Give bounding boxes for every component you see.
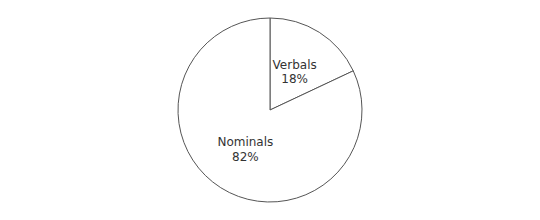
svg-text:Nominals82%: Nominals82% xyxy=(217,135,273,163)
svg-text:Verbals18%: Verbals18% xyxy=(273,58,317,86)
